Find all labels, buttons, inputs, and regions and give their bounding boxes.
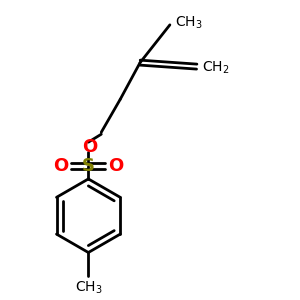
Text: O: O <box>82 138 97 156</box>
Text: CH$_3$: CH$_3$ <box>74 279 102 296</box>
Text: CH$_2$: CH$_2$ <box>202 59 229 76</box>
Text: S: S <box>82 157 95 175</box>
Text: CH$_3$: CH$_3$ <box>175 15 202 31</box>
Text: O: O <box>53 157 68 175</box>
Text: O: O <box>109 157 124 175</box>
